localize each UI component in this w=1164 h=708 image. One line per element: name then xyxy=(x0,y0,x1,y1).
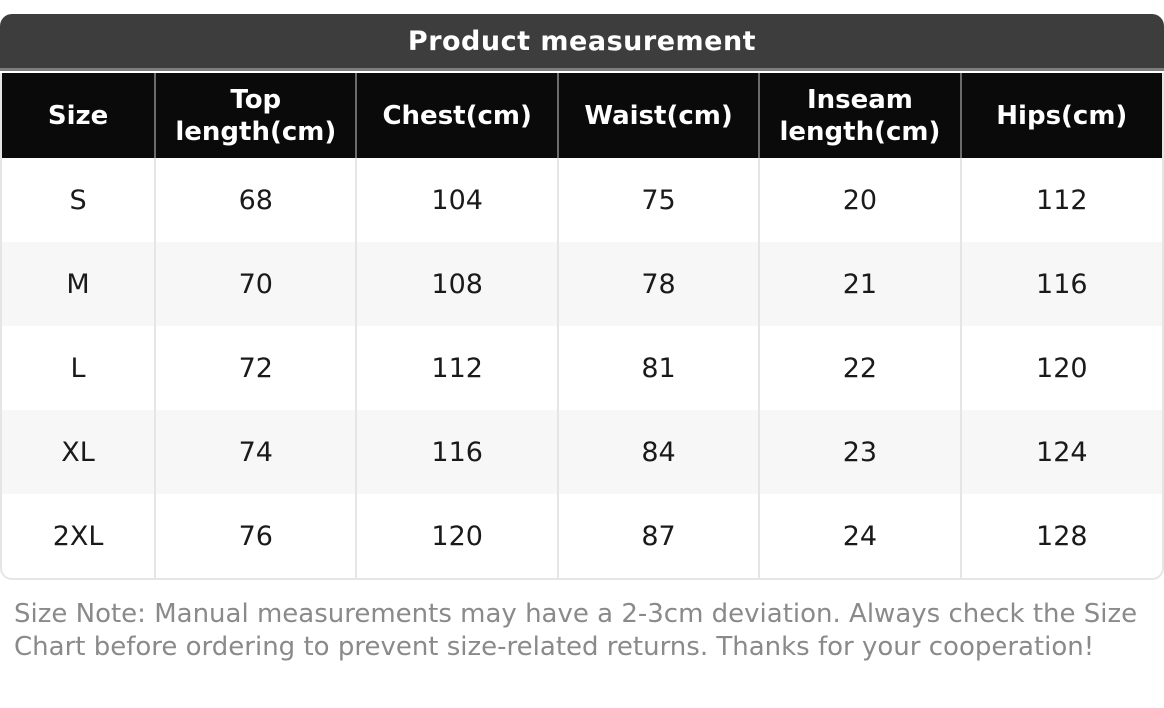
measurement-cell-chest-cm: 120 xyxy=(355,494,558,578)
measurement-cell-inseam-length-cm: 22 xyxy=(758,326,961,410)
measurement-cell-top-length-cm: 72 xyxy=(154,326,357,410)
measurement-cell-hips-cm: 116 xyxy=(959,242,1162,326)
header-row: Size Top length(cm) Chest(cm) Waist(cm) Inse… xyxy=(2,73,1162,158)
measurement-cell-hips-cm: 124 xyxy=(959,410,1162,494)
measurement-cell-waist-cm: 78 xyxy=(556,242,760,326)
column-header-inseam-length-cm: Inseam length(cm) xyxy=(758,73,961,158)
table-row-m: M 70 108 78 21 116 xyxy=(2,242,1162,326)
table-row-xl: XL 74 116 84 23 124 xyxy=(2,410,1162,494)
measurement-cell-chest-cm: 108 xyxy=(355,242,558,326)
measurement-cell-top-length-cm: 76 xyxy=(154,494,357,578)
size-table-body: S 68 104 75 20 112 M 70 108 78 21 116 L 72 112 81 22 120 X… xyxy=(2,158,1162,578)
column-header-waist-cm: Waist(cm) xyxy=(556,73,760,158)
measurement-cell-waist-cm: 81 xyxy=(556,326,760,410)
table-row-l: L 72 112 81 22 120 xyxy=(2,326,1162,410)
column-header-chest-cm: Chest(cm) xyxy=(355,73,558,158)
measurement-cell-hips-cm: 128 xyxy=(959,494,1162,578)
size-cell: L xyxy=(70,352,86,384)
measurement-cell-waist-cm: 75 xyxy=(556,158,760,242)
measurement-cell-chest-cm: 112 xyxy=(355,326,558,410)
measurement-cell-hips-cm: 120 xyxy=(959,326,1162,410)
size-note: Size Note: Manual measurements may have … xyxy=(14,599,1138,662)
measurement-cell-waist-cm: 87 xyxy=(556,494,760,578)
measurement-cell-chest-cm: 116 xyxy=(355,410,558,494)
measurement-cell-inseam-length-cm: 24 xyxy=(758,494,961,578)
measurement-cell-waist-cm: 84 xyxy=(556,410,760,494)
table-row-s: S 68 104 75 20 112 xyxy=(2,158,1162,242)
size-cell: 2XL xyxy=(52,520,104,552)
measurement-cell-inseam-length-cm: 21 xyxy=(758,242,961,326)
measurement-cell-top-length-cm: 74 xyxy=(154,410,357,494)
table-title-bar: Product measurement xyxy=(0,14,1164,71)
measurement-cell-top-length-cm: 68 xyxy=(154,158,357,242)
size-chart-page: Product measurement Size Top length(cm) Ch… xyxy=(0,14,1164,662)
column-header-size: Size xyxy=(2,73,156,158)
measurement-cell-chest-cm: 104 xyxy=(355,158,558,242)
table-row-2xl: 2XL 76 120 87 24 128 xyxy=(2,494,1162,578)
measurement-cell-top-length-cm: 70 xyxy=(154,242,357,326)
column-header-hips-cm: Hips(cm) xyxy=(959,73,1162,158)
size-table: Size Top length(cm) Chest(cm) Waist(cm) Inse… xyxy=(2,73,1162,578)
measurement-cell-hips-cm: 112 xyxy=(959,158,1162,242)
size-cell: S xyxy=(69,184,87,216)
measurement-cell-inseam-length-cm: 20 xyxy=(758,158,961,242)
size-table-container: Size Top length(cm) Chest(cm) Waist(cm) Inse… xyxy=(0,73,1164,580)
table-title: Product measurement xyxy=(407,25,757,57)
size-table-header: Size Top length(cm) Chest(cm) Waist(cm) Inse… xyxy=(2,73,1162,158)
column-header-top-length-cm: Top length(cm) xyxy=(154,73,357,158)
measurement-cell-inseam-length-cm: 23 xyxy=(758,410,961,494)
size-cell: XL xyxy=(61,436,95,468)
size-cell: M xyxy=(66,268,90,300)
